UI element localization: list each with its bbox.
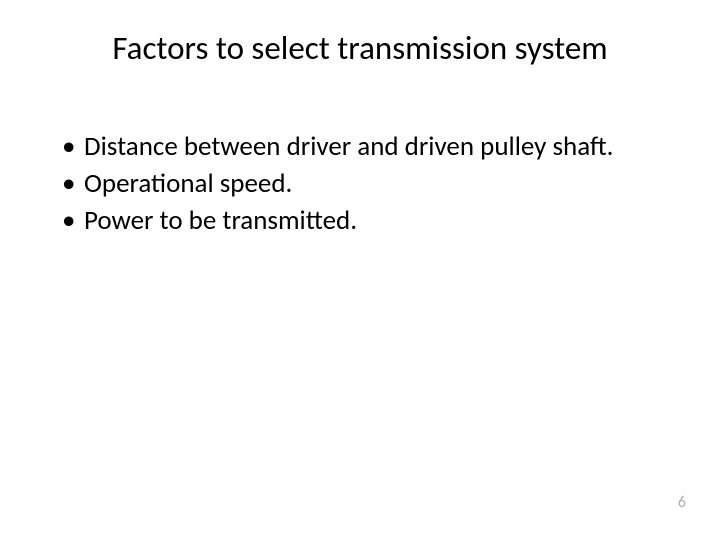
bullet-list: Distance between driver and driven pulle… [56, 128, 680, 239]
slide-title: Factors to select transmission system [0, 28, 720, 68]
page-number: 6 [678, 493, 686, 512]
slide: Factors to select transmission system Di… [0, 0, 720, 540]
list-item: Operational speed. [56, 165, 680, 202]
list-item: Distance between driver and driven pulle… [56, 128, 680, 165]
list-item: Power to be transmitted. [56, 202, 680, 239]
